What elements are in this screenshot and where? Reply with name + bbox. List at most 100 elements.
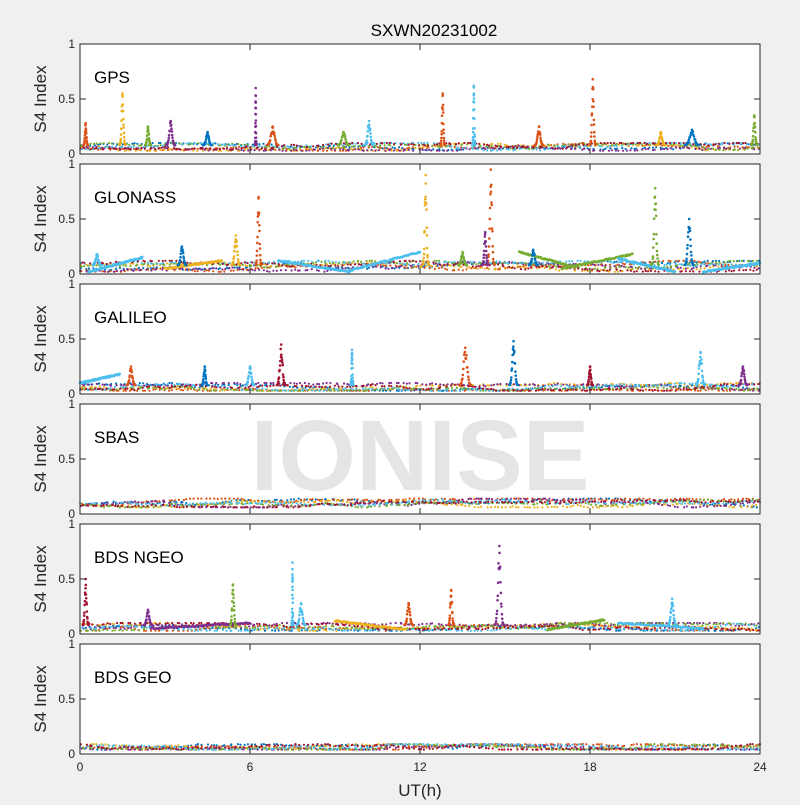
data-point — [394, 147, 396, 149]
data-point — [184, 148, 186, 150]
data-point — [263, 266, 265, 268]
data-point — [366, 139, 369, 142]
data-point — [442, 390, 444, 392]
data-point — [713, 387, 715, 389]
data-point — [590, 135, 593, 138]
data-point — [342, 388, 344, 390]
data-point — [522, 262, 524, 264]
data-point — [420, 266, 422, 268]
data-point — [147, 269, 149, 271]
data-point — [259, 259, 262, 262]
data-point — [617, 271, 619, 273]
data-point — [291, 390, 293, 392]
data-point — [656, 254, 659, 257]
data-point — [276, 270, 278, 272]
data-point — [734, 148, 736, 150]
data-point — [210, 144, 213, 147]
data-point — [404, 149, 406, 151]
data-point — [186, 268, 188, 270]
data-point — [685, 258, 688, 261]
data-point — [401, 143, 403, 145]
data-point — [237, 148, 239, 150]
data-point — [256, 250, 259, 253]
data-point — [294, 266, 296, 268]
data-point — [621, 270, 623, 272]
data-point — [206, 389, 208, 391]
data-point — [131, 143, 133, 145]
data-point — [447, 145, 449, 147]
data-point — [630, 142, 632, 144]
data-point — [265, 382, 267, 384]
data-point — [114, 386, 116, 388]
data-point — [506, 148, 508, 150]
data-point — [592, 100, 595, 103]
data-point — [700, 268, 702, 270]
data-point — [756, 260, 758, 262]
data-point — [686, 253, 689, 256]
data-point — [375, 145, 377, 147]
data-point — [590, 140, 593, 143]
data-point — [600, 145, 602, 147]
data-point — [387, 387, 389, 389]
data-point — [385, 267, 387, 269]
data-point — [436, 260, 438, 262]
data-point — [367, 383, 369, 385]
data-point — [729, 387, 731, 389]
data-point — [321, 261, 323, 263]
data-point — [709, 264, 711, 266]
data-point — [96, 143, 98, 145]
data-point — [473, 127, 476, 130]
data-point — [744, 142, 746, 144]
data-point — [311, 389, 313, 391]
data-point — [436, 150, 438, 152]
data-point — [427, 263, 430, 266]
data-point — [689, 265, 691, 267]
data-point — [417, 142, 419, 144]
data-point — [434, 144, 436, 146]
data-point — [264, 148, 266, 150]
data-point — [739, 148, 741, 150]
data-point — [322, 382, 324, 384]
figure-title: SXWN20231002 — [371, 21, 498, 40]
data-point — [351, 146, 353, 148]
data-point — [274, 262, 276, 264]
data-point — [425, 226, 428, 229]
data-point — [592, 78, 595, 81]
data-point — [83, 384, 85, 386]
data-point — [129, 263, 131, 265]
data-point — [270, 143, 272, 145]
data-point — [255, 144, 258, 147]
data-point — [384, 147, 386, 149]
data-point — [173, 147, 175, 149]
data-point — [300, 150, 302, 152]
data-point — [696, 147, 698, 149]
data-point — [698, 148, 700, 150]
data-point — [484, 235, 487, 238]
data-point — [229, 144, 231, 146]
data-point — [488, 268, 490, 270]
data-point — [709, 266, 711, 268]
data-point — [212, 270, 214, 272]
data-point — [107, 388, 109, 390]
data-point — [358, 148, 360, 150]
data-point — [677, 144, 679, 146]
data-point — [179, 148, 181, 150]
data-point — [317, 145, 319, 147]
data-point — [124, 144, 127, 147]
data-point — [435, 383, 437, 385]
data-point — [705, 142, 707, 144]
data-point — [693, 135, 696, 138]
data-point — [141, 147, 143, 149]
data-point — [453, 269, 455, 271]
data-point — [193, 147, 195, 149]
data-point — [545, 146, 547, 148]
data-point — [488, 237, 491, 240]
data-point — [491, 227, 494, 230]
data-point — [718, 260, 720, 262]
data-point — [613, 142, 615, 144]
data-point — [354, 263, 356, 265]
data-point — [686, 244, 689, 247]
data-point — [592, 86, 595, 89]
data-point — [593, 149, 595, 151]
